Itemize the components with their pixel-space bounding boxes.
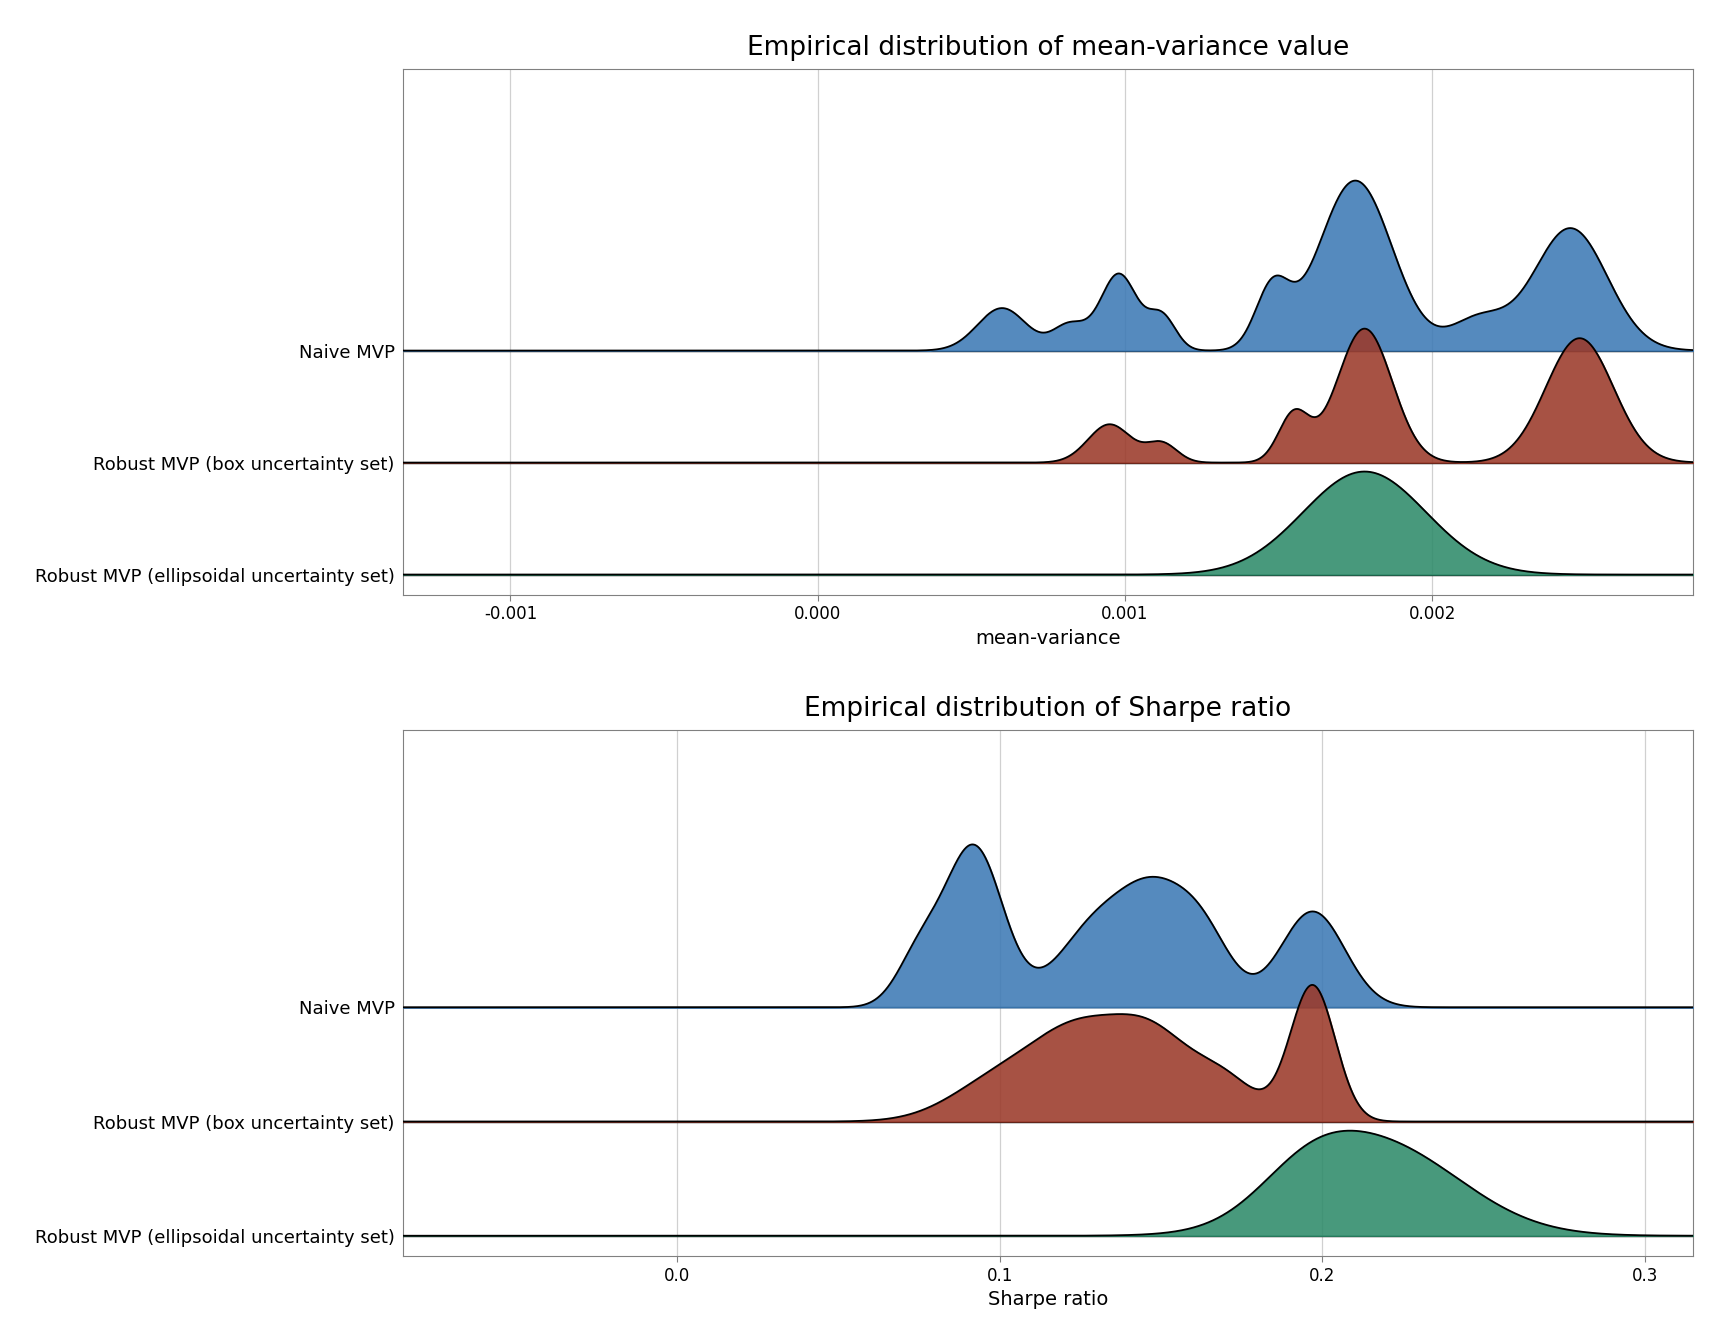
X-axis label: Sharpe ratio: Sharpe ratio	[988, 1290, 1108, 1309]
Title: Empirical distribution of Sharpe ratio: Empirical distribution of Sharpe ratio	[805, 696, 1293, 722]
X-axis label: mean-variance: mean-variance	[975, 629, 1121, 648]
Title: Empirical distribution of mean-variance value: Empirical distribution of mean-variance …	[746, 35, 1350, 60]
